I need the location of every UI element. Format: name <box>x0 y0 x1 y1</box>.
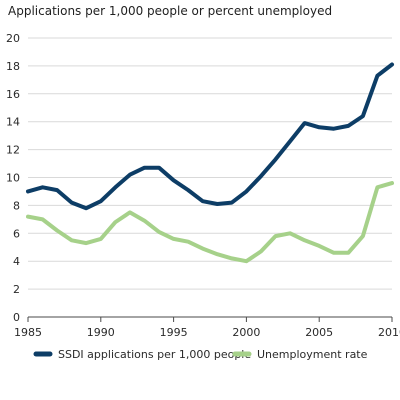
y-tick-label: 6 <box>13 227 20 240</box>
y-tick-label: 18 <box>6 60 20 73</box>
y-tick-label: 20 <box>6 32 20 45</box>
y-tick-label: 4 <box>13 255 20 268</box>
legend: SSDI applications per 1,000 people Unempl… <box>33 348 368 361</box>
x-tick-label: 2005 <box>305 326 333 339</box>
x-tick-label: 1990 <box>87 326 115 339</box>
series-line-2 <box>26 181 394 264</box>
x-tick-label: 2000 <box>232 326 260 339</box>
series-line-1 <box>26 62 394 211</box>
chart-title: Applications per 1,000 people or percent… <box>8 4 332 18</box>
y-tick-label: 16 <box>6 88 20 101</box>
y-tick-label: 0 <box>13 311 20 324</box>
y-tick-label: 12 <box>6 144 20 157</box>
x-tick-label: 1985 <box>14 326 42 339</box>
legend-label-2: Unemployment rate <box>257 348 368 361</box>
x-tick-label: 1995 <box>160 326 188 339</box>
y-tick-label: 2 <box>13 283 20 296</box>
y-tick-label: 10 <box>6 172 20 185</box>
legend-label-1: SSDI applications per 1,000 people <box>58 348 251 361</box>
x-tick-label: 2010 <box>378 326 400 339</box>
series-layer <box>26 62 394 264</box>
y-tick-label: 14 <box>6 116 20 129</box>
y-tick-label: 8 <box>13 199 20 212</box>
axis-layer: 0 2 4 6 8 10 12 14 16 18 20 1985 1990 1995 2000 2005 201… <box>6 32 400 339</box>
